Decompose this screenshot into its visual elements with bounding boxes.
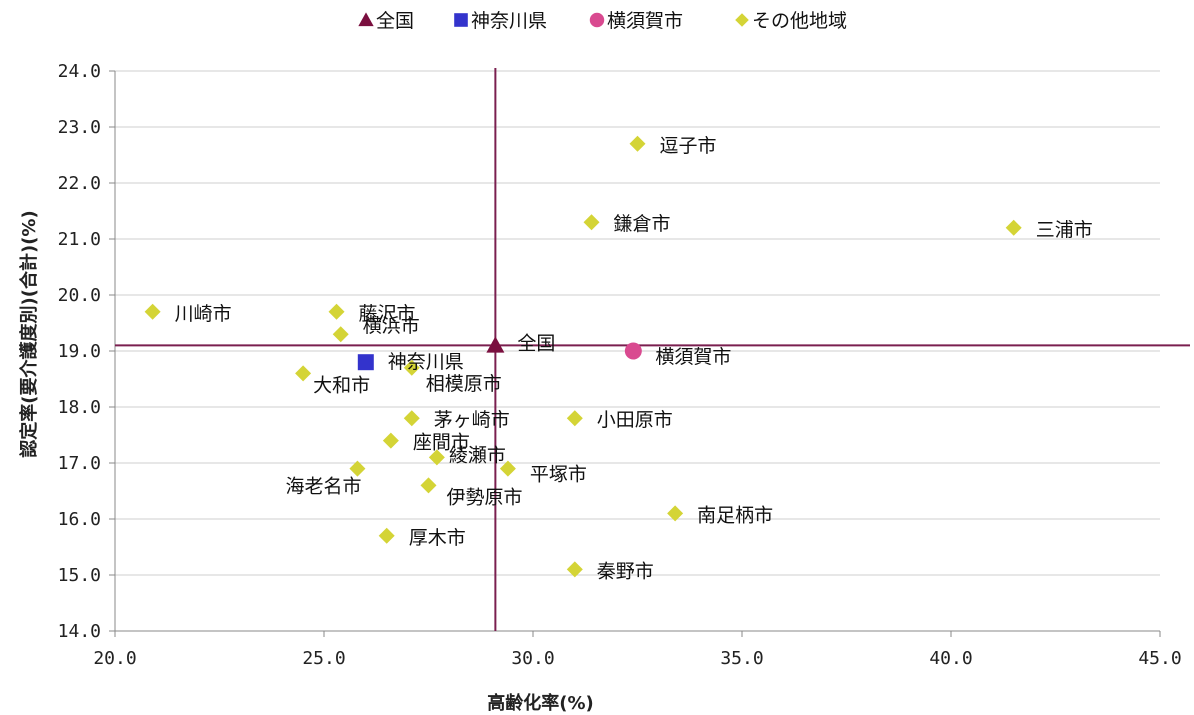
data-point xyxy=(667,505,684,522)
data-label: 横須賀市 xyxy=(655,346,731,368)
y-tick-label: 18.0 xyxy=(58,397,101,418)
x-axis-title: 高齢化率(%) xyxy=(487,692,594,714)
data-point xyxy=(328,303,345,320)
data-label: 神奈川県 xyxy=(388,351,464,373)
data-label: 藤沢市 xyxy=(359,303,416,325)
x-tick-label: 30.0 xyxy=(511,648,554,669)
data-point xyxy=(403,359,420,376)
data-label: 綾瀬市 xyxy=(449,444,506,466)
data-label: 南足柄市 xyxy=(697,504,773,526)
data-point xyxy=(499,460,516,477)
data-point xyxy=(566,410,583,427)
legend-marker xyxy=(358,12,374,27)
legend: 全国 神奈川県 横須賀市 その他地域 xyxy=(358,10,847,32)
data-point xyxy=(403,410,420,427)
tick-labels: 14.0 15.0 16.0 17.0 18.0 19.0 20.0 21.0 22.0 23.0… xyxy=(58,61,1182,669)
data-label: 横浜市 xyxy=(363,315,420,337)
legend-marker xyxy=(589,12,605,28)
data-label: 三浦市 xyxy=(1036,219,1093,241)
data-point xyxy=(357,354,374,371)
data-point xyxy=(420,477,437,494)
y-tick-label: 24.0 xyxy=(58,61,101,82)
x-tick-label: 40.0 xyxy=(929,648,972,669)
data-label: 相模原市 xyxy=(426,373,502,395)
y-tick-label: 19.0 xyxy=(58,341,101,362)
data-label: 川崎市 xyxy=(175,303,232,325)
x-tick-label: 45.0 xyxy=(1138,648,1181,669)
y-tick-label: 17.0 xyxy=(58,453,101,474)
data-label: 茅ヶ崎市 xyxy=(434,409,510,431)
legend-label: その他地域 xyxy=(752,10,847,32)
data-point xyxy=(566,561,583,578)
data-point xyxy=(428,449,445,466)
data-point xyxy=(486,336,505,353)
legend-label: 全国 xyxy=(376,10,414,32)
x-tick-label: 25.0 xyxy=(302,648,345,669)
legend-label: 横須賀市 xyxy=(607,10,683,32)
x-tick-label: 20.0 xyxy=(93,648,136,669)
reference-lines xyxy=(115,68,1190,631)
y-tick-label: 14.0 xyxy=(58,621,101,642)
data-label: 鎌倉市 xyxy=(614,213,671,235)
y-tick-label: 21.0 xyxy=(58,229,101,250)
y-tick-label: 22.0 xyxy=(58,173,101,194)
y-tick-label: 23.0 xyxy=(58,117,101,138)
data-label: 厚木市 xyxy=(409,527,466,549)
y-tick-label: 20.0 xyxy=(58,285,101,306)
y-tick-label: 15.0 xyxy=(58,565,101,586)
data-label: 平塚市 xyxy=(530,464,587,486)
legend-marker xyxy=(454,13,468,27)
data-points xyxy=(144,135,1022,578)
data-label: 全国 xyxy=(517,332,555,354)
data-point xyxy=(332,326,349,343)
data-point xyxy=(382,432,399,449)
data-point xyxy=(1005,219,1022,236)
data-point xyxy=(295,365,312,382)
axes xyxy=(109,70,1161,637)
y-axis-title: 認定率(要介護度別)(合計)(%) xyxy=(18,210,40,457)
data-point xyxy=(624,342,642,360)
data-label: 秦野市 xyxy=(597,560,654,582)
x-tick-label: 35.0 xyxy=(720,648,763,669)
data-point xyxy=(144,303,161,320)
data-label: 伊勢原市 xyxy=(447,486,523,508)
data-label: 逗子市 xyxy=(660,135,717,157)
data-point xyxy=(583,214,600,231)
data-point xyxy=(629,135,646,152)
data-label: 座間市 xyxy=(413,432,470,454)
legend-label: 神奈川県 xyxy=(471,10,547,32)
data-label: 小田原市 xyxy=(597,409,673,431)
y-tick-label: 16.0 xyxy=(58,509,101,530)
data-point xyxy=(378,527,395,544)
data-label: 大和市 xyxy=(313,374,370,396)
legend-marker xyxy=(735,13,749,27)
data-label: 海老名市 xyxy=(285,476,361,498)
data-point xyxy=(349,460,366,477)
